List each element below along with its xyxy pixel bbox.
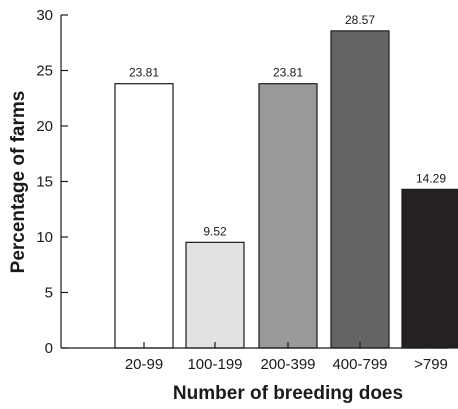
bar-value-label: 9.52 (203, 224, 227, 238)
y-axis-ticks: 0 5 10 15 20 25 30 (36, 7, 68, 357)
x-tick-label: 20-99 (125, 356, 163, 373)
y-tick-label: 5 (45, 285, 53, 302)
y-axis-title: Percentage of farms (8, 91, 29, 274)
x-tick-label: >799 (414, 356, 448, 373)
y-tick-label: 10 (36, 229, 53, 246)
y-tick-label: 30 (36, 7, 53, 24)
bar (401, 188, 458, 349)
x-axis-title: Number of breeding does (173, 383, 403, 404)
bar (185, 241, 245, 349)
bar (258, 83, 318, 349)
y-tick-label: 20 (36, 118, 53, 135)
y-tick-label: 25 (36, 63, 53, 80)
bar (114, 83, 174, 349)
bar-value-label: 28.57 (345, 13, 375, 27)
bar (330, 30, 390, 349)
bar-value-label: 23.81 (129, 66, 159, 80)
bar-value-label: 23.81 (273, 66, 303, 80)
x-tick-label: 400-799 (332, 356, 387, 373)
bar-value-labels: 23.81 9.52 23.81 28.57 14.29 (129, 13, 446, 238)
x-tick-label: 200-399 (260, 356, 315, 373)
y-tick-label: 15 (36, 174, 53, 191)
x-axis-ticks: 20-99 100-199 200-399 400-799 >799 (125, 342, 448, 373)
bars (114, 30, 458, 349)
x-tick-label: 100-199 (187, 356, 242, 373)
bar-value-label: 14.29 (416, 171, 446, 185)
y-tick-label: 0 (45, 340, 53, 357)
